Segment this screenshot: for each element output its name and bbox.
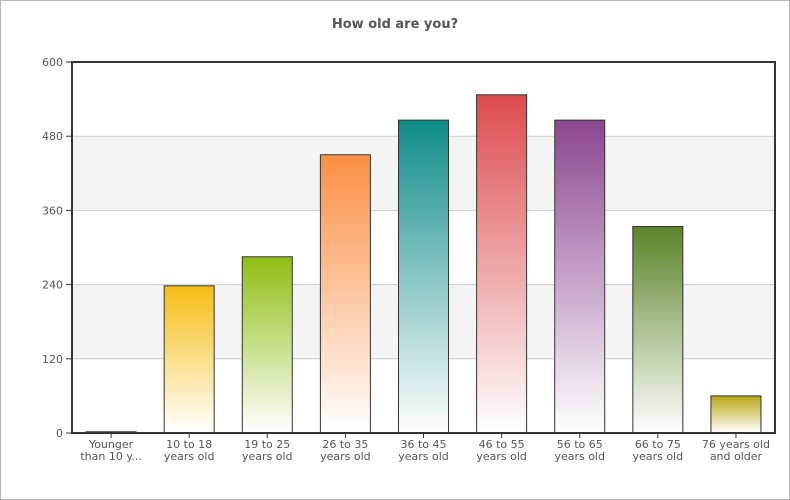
x-tick-label: years old	[554, 450, 605, 463]
chart-title: How old are you?	[331, 17, 459, 32]
x-tick-label: years old	[633, 450, 684, 463]
bar[interactable]	[163, 285, 215, 434]
x-tick-label: years old	[242, 450, 293, 463]
y-tick-label: 240	[42, 279, 63, 292]
plot-area	[71, 61, 776, 434]
x-tick-label: years old	[476, 450, 527, 463]
x-tick-label: years old	[398, 450, 449, 463]
x-tick-label: 46 to 55	[479, 438, 525, 451]
bar[interactable]	[476, 94, 528, 434]
x-tick-label: and older	[710, 450, 763, 463]
x-tick-label: 36 to 45	[400, 438, 446, 451]
y-tick-label: 480	[42, 130, 63, 143]
x-tick-label: years old	[164, 450, 215, 463]
bar[interactable]	[554, 119, 606, 434]
x-tick-label: years old	[320, 450, 371, 463]
bar[interactable]	[398, 119, 449, 434]
bar[interactable]	[710, 395, 762, 434]
x-tick-label: Younger	[88, 438, 134, 451]
y-tick-label: 120	[42, 353, 63, 366]
x-tick-label: 76 years old	[702, 438, 770, 451]
bar[interactable]	[319, 154, 371, 434]
x-tick-label: 19 to 25	[244, 438, 290, 451]
bar[interactable]	[241, 256, 293, 434]
bar[interactable]	[632, 225, 684, 434]
x-tick-label: than 10 y...	[80, 450, 141, 463]
y-tick-label: 0	[56, 427, 63, 440]
x-tick-label: 56 to 65	[557, 438, 603, 451]
x-tick-label: 10 to 18	[166, 438, 212, 451]
y-tick-label: 360	[42, 204, 63, 217]
x-tick-label: 26 to 35	[322, 438, 368, 451]
x-tick-label: 66 to 75	[635, 438, 681, 451]
y-tick-label: 600	[42, 56, 63, 69]
